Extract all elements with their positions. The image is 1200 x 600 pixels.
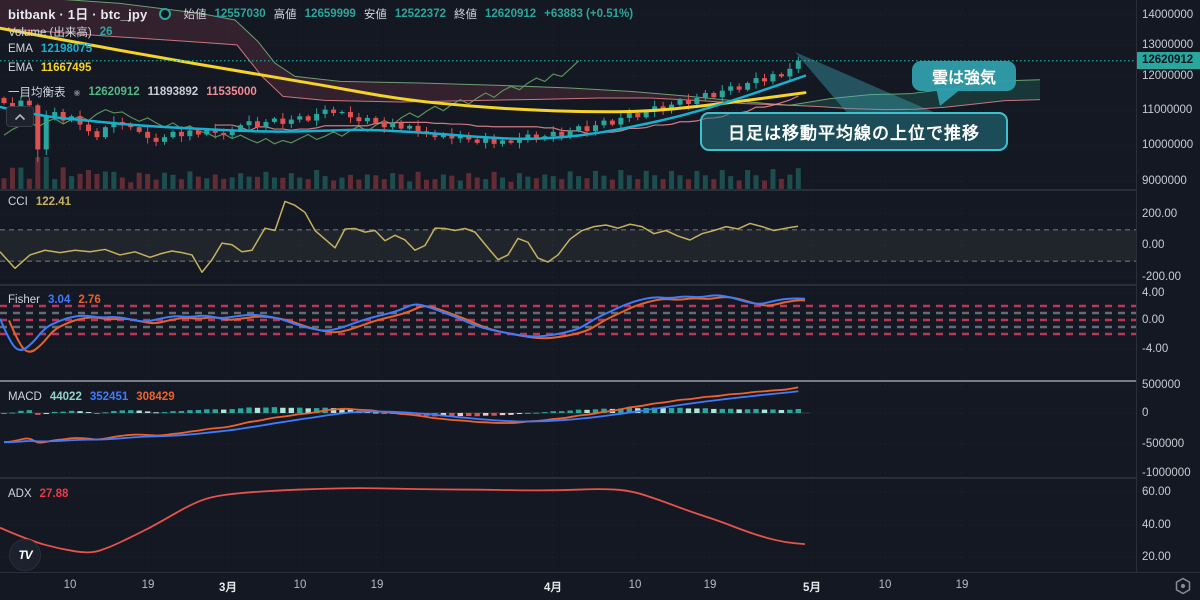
- volume-label: Volume (出来高): [8, 27, 92, 39]
- close-label: 終値: [454, 8, 477, 21]
- ichimoku-value-3: 11535000: [206, 86, 257, 98]
- ichimoku-legend[interactable]: 一目均衡表 ◉ 12620912 11893892 11535000: [8, 84, 257, 100]
- adx-legend[interactable]: ADX 27.88: [8, 488, 68, 500]
- annotation-ma-text: 日足は移動平均線の上位で推移: [728, 124, 980, 143]
- adx-label: ADX: [8, 488, 32, 500]
- fisher-label: Fisher: [8, 294, 40, 306]
- axis-tick-label: -4.00: [1142, 343, 1169, 355]
- time-tick-label: 10: [63, 579, 77, 591]
- axis-tick-label: 9000000: [1142, 175, 1187, 187]
- ema-fast-label: EMA: [8, 43, 33, 55]
- chevron-up-icon: [14, 113, 26, 120]
- axis-tick-label: 10000000: [1142, 139, 1194, 151]
- low-label: 安値: [363, 8, 387, 21]
- time-tick-label: 10: [628, 579, 642, 591]
- axis-tick-label: 11000000: [1142, 104, 1193, 116]
- axis-tick-label: 0.00: [1142, 314, 1165, 326]
- time-tick-label: 19: [370, 579, 384, 591]
- macd-hist-value: 44022: [49, 391, 82, 403]
- fisher-value-1: 3.04: [47, 294, 71, 306]
- ema-slow-legend[interactable]: EMA 11667495: [8, 62, 91, 74]
- time-tick-label: 19: [141, 579, 155, 591]
- volume-legend[interactable]: Volume (出来高) 26: [8, 24, 113, 40]
- price-axis[interactable]: 12620912 14000000 13000000 12000000 1100000…: [1136, 0, 1200, 572]
- axis-tick-label: -1000000: [1142, 467, 1191, 479]
- fisher-legend[interactable]: Fisher 3.04 2.76: [8, 294, 101, 306]
- time-tick-label: 19: [703, 579, 717, 591]
- axis-tick-label: 20.00: [1142, 551, 1171, 563]
- axis-settings-icon[interactable]: [1174, 577, 1192, 595]
- macd-line-value: 352451: [89, 391, 129, 403]
- time-tick-label: 10: [878, 579, 892, 591]
- high-value: 12659999: [304, 7, 356, 20]
- time-axis[interactable]: 10 19 3月 10 19 4月 10 19 5月 10 19: [0, 572, 1200, 600]
- symbol-title: bitbank · 1日 · btc_jpy: [8, 7, 148, 22]
- cci-label: CCI: [8, 196, 28, 208]
- cci-legend[interactable]: CCI 122.41: [8, 196, 71, 208]
- time-tick-label: 19: [955, 579, 969, 591]
- time-tick-label: 3月: [219, 582, 237, 594]
- last-price-chip: 12620912: [1137, 52, 1200, 69]
- ema-slow-label: EMA: [8, 62, 33, 74]
- change-value: +63883 (+0.51%): [544, 7, 634, 20]
- axis-tick-label: -200.00: [1142, 271, 1182, 283]
- axis-tick-label: 0: [1142, 407, 1149, 419]
- volume-value: 26: [99, 26, 113, 38]
- annotation-above-ma[interactable]: 日足は移動平均線の上位で推移: [700, 112, 1008, 151]
- high-label: 高値: [273, 8, 297, 21]
- annotation-cloud-text: 雲は強気: [931, 70, 996, 87]
- ichimoku-value-2: 11893892: [147, 86, 199, 98]
- low-value: 12522372: [394, 7, 446, 20]
- time-tick-label: 10: [293, 579, 307, 591]
- macd-label: MACD: [8, 391, 42, 403]
- fisher-value-2: 2.76: [78, 294, 101, 306]
- ema-slow-value: 11667495: [40, 62, 92, 74]
- collapse-legend-button[interactable]: [6, 106, 34, 127]
- ichimoku-value-1: 12620912: [88, 86, 140, 98]
- macd-legend[interactable]: MACD 44022 352451 308429: [8, 391, 175, 403]
- macd-signal-value: 308429: [136, 391, 175, 403]
- market-status-icon: [159, 7, 172, 20]
- time-tick-label: 4月: [544, 582, 562, 594]
- ichimoku-label: 一目均衡表: [8, 87, 66, 99]
- axis-tick-label: 0.00: [1142, 239, 1165, 251]
- cci-value: 122.41: [35, 196, 71, 208]
- open-label: 始値: [183, 8, 207, 21]
- axis-tick-label: 40.00: [1142, 519, 1171, 531]
- axis-tick-label: 14000000: [1142, 9, 1194, 21]
- axis-tick-label: 13000000: [1142, 39, 1194, 51]
- close-value: 12620912: [485, 7, 537, 20]
- axis-tick-label: 500000: [1142, 379, 1181, 391]
- ema-fast-value: 12198075: [40, 43, 93, 55]
- axis-tick-label: 12000000: [1142, 70, 1194, 82]
- open-value: 12557030: [214, 7, 266, 20]
- ema-fast-legend[interactable]: EMA 12198075: [8, 43, 92, 55]
- source-marker-icon: ◉: [73, 87, 81, 97]
- axis-tick-label: 200.00: [1142, 208, 1178, 220]
- time-tick-label: 5月: [803, 582, 821, 594]
- axis-tick-label: 4.00: [1142, 287, 1165, 299]
- tradingview-logo[interactable]: TV: [9, 539, 41, 571]
- adx-value: 27.88: [39, 488, 69, 500]
- symbol-legend[interactable]: bitbank · 1日 · btc_jpy 始値 12557030 高値 12…: [8, 4, 633, 23]
- axis-tick-label: -500000: [1142, 438, 1185, 450]
- annotation-cloud-bullish[interactable]: 雲は強気: [912, 61, 1016, 91]
- axis-tick-label: 60.00: [1142, 486, 1171, 498]
